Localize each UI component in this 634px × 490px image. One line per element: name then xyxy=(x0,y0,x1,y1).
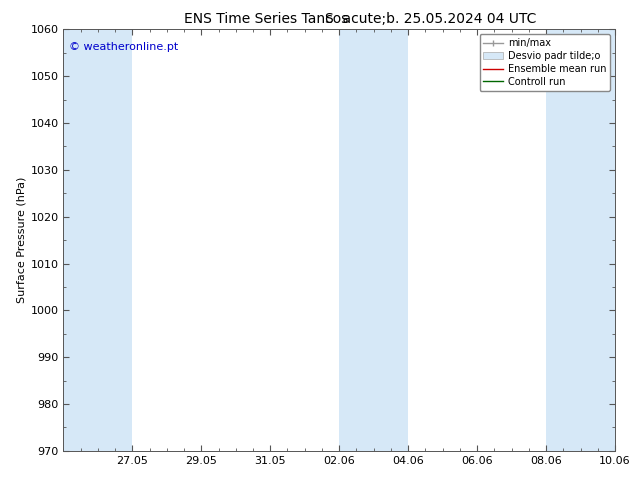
Legend: min/max, Desvio padr tilde;o, Ensemble mean run, Controll run: min/max, Desvio padr tilde;o, Ensemble m… xyxy=(479,34,610,91)
Bar xyxy=(546,29,615,451)
Text: © weatheronline.pt: © weatheronline.pt xyxy=(69,42,178,52)
Bar xyxy=(63,29,133,451)
Bar xyxy=(339,29,408,451)
Y-axis label: Surface Pressure (hPa): Surface Pressure (hPa) xyxy=(16,177,26,303)
Text: ENS Time Series Tancos: ENS Time Series Tancos xyxy=(184,12,349,26)
Text: S  acute;b. 25.05.2024 04 UTC: S acute;b. 25.05.2024 04 UTC xyxy=(325,12,537,26)
